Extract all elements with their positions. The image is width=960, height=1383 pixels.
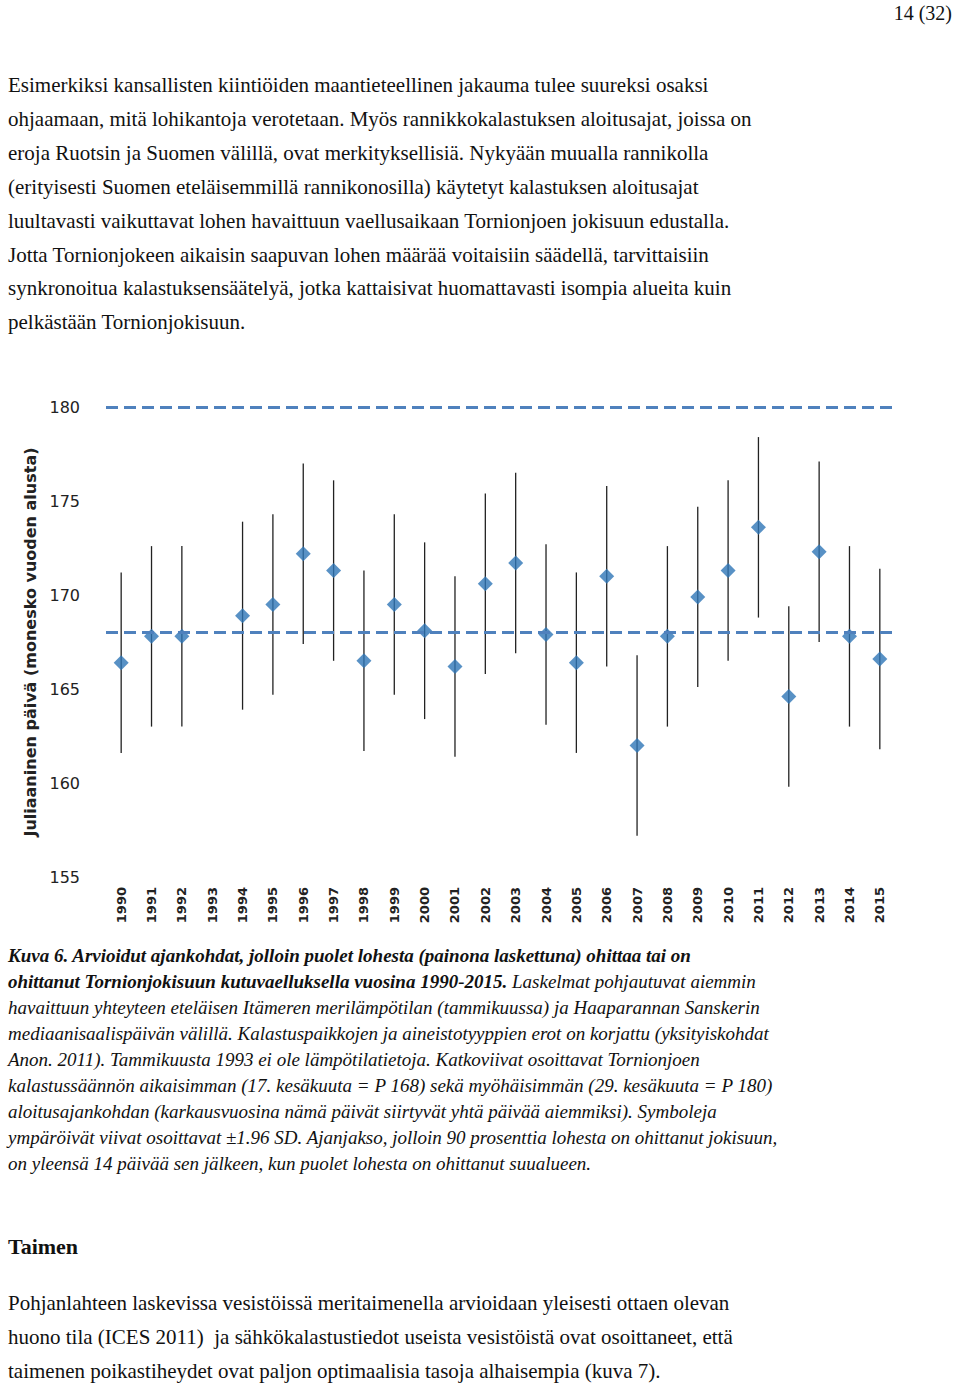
html-text:havaittuun yhteyteen eteläisen: havaittuun yhteyteen eteläisen Itämeren … [8, 997, 760, 1018]
html-text:Taimen: Taimen [8, 1234, 79, 1259]
svg-text:2004: 2004 [539, 887, 554, 923]
svg-text:2009: 2009 [690, 887, 705, 923]
html-text:Anon. 2011). Tammikuusta 1993: Anon. 2011). Tammikuusta 1993 ei ole läm… [8, 1049, 700, 1070]
svg-text:2003: 2003 [508, 887, 523, 923]
svg-text:180: 180 [49, 398, 80, 417]
html-text:synkronoitua kalastuksensäätel: synkronoitua kalastuksensäätelyä, jotka … [8, 276, 732, 301]
svg-text:1997: 1997 [326, 887, 341, 923]
svg-text:1991: 1991 [144, 887, 159, 923]
svg-text:2005: 2005 [569, 887, 584, 923]
svg-text:1994: 1994 [235, 887, 250, 923]
html-text:kalastussäännön aikaisimman (1: kalastussäännön aikaisimman (17. kesäkuu… [8, 1075, 773, 1096]
svg-text:2002: 2002 [478, 887, 493, 923]
svg-text:1990: 1990 [114, 887, 129, 923]
html-text:ohittanut Tornionjokisuun kutu: ohittanut Tornionjokisuun kutuvaelluksel… [8, 971, 756, 992]
svg-text:1999: 1999 [387, 887, 402, 923]
html-text:ympäröivät viivat osoittavat ±: ympäröivät viivat osoittavat ±1.96 SD. A… [8, 1127, 778, 1148]
html-text:luultavasti vaikuttavat lohen: luultavasti vaikuttavat lohen havaittuun… [8, 208, 730, 233]
svg-text:2008: 2008 [660, 887, 675, 923]
svg-text:2001: 2001 [447, 887, 462, 923]
svg-text:2011: 2011 [751, 887, 766, 923]
svg-text:170: 170 [49, 586, 80, 605]
svg-text:2013: 2013 [812, 887, 827, 923]
svg-text:175: 175 [49, 492, 80, 511]
html-text:Pohjanlahteen laskevissa vesis: Pohjanlahteen laskevissa vesistöissä mer… [8, 1291, 730, 1315]
svg-text:2015: 2015 [872, 887, 887, 923]
svg-text:2014: 2014 [842, 887, 857, 923]
svg-text:1993: 1993 [205, 887, 220, 923]
svg-text:1998: 1998 [356, 887, 371, 923]
svg-text:160: 160 [49, 774, 80, 793]
html-text:huono tila (ICES 2011) ja sähk: huono tila (ICES 2011) ja sähkökalastust… [8, 1325, 733, 1349]
html-text:Jotta Tornionjokeen aikaisin s: Jotta Tornionjokeen aikaisin saapuvan lo… [8, 242, 709, 267]
svg-text:1995: 1995 [265, 887, 280, 923]
html-text:ohjaamaan, mitä lohikantoja ve: ohjaamaan, mitä lohikantoja verotetaan. … [8, 106, 752, 131]
html-text:14 (32): 14 (32) [893, 2, 952, 24]
html-text:on yleensä 14 päivää sen jälke: on yleensä 14 päivää sen jälkeen, kun pu… [8, 1153, 592, 1174]
svg-text:Juliaaninen päivä (monesko vuo: Juliaaninen päivä (monesko vuoden alusta… [21, 447, 40, 837]
svg-text:2010: 2010 [721, 887, 736, 923]
svg-text:1992: 1992 [174, 887, 189, 923]
html-text:Kuva 6. Arvioidut ajankohdat,: Kuva 6. Arvioidut ajankohdat, jolloin pu… [8, 945, 691, 966]
html-text:(erityisesti Suomen eteläisemm: (erityisesti Suomen eteläisemmillä ranni… [8, 174, 699, 199]
svg-text:155: 155 [49, 868, 80, 887]
svg-text:165: 165 [49, 680, 80, 699]
svg-text:2000: 2000 [417, 887, 432, 923]
svg-text:2006: 2006 [599, 887, 614, 923]
html-text:aloitusajankohdan (karkausvuos: aloitusajankohdan (karkausvuosina nämä p… [8, 1101, 717, 1122]
svg-text:1996: 1996 [296, 887, 311, 923]
html-text:pelkästään Tornionjokisuun.: pelkästään Tornionjokisuun. [8, 310, 246, 335]
html-text:Esimerkiksi kansallisten kiint: Esimerkiksi kansallisten kiintiöiden maa… [8, 73, 709, 97]
html-text:mediaanisaalispäivän välillä.: mediaanisaalispäivän välillä. Kalastuspa… [8, 1023, 769, 1044]
svg-text:2012: 2012 [781, 887, 796, 923]
html-text:taimenen poikastiheydet ovat p: taimenen poikastiheydet ovat paljon opti… [8, 1359, 661, 1383]
html-text:eroja Ruotsin ja Suomen välill: eroja Ruotsin ja Suomen välillä, ovat me… [8, 140, 709, 165]
svg-text:2007: 2007 [630, 887, 645, 923]
